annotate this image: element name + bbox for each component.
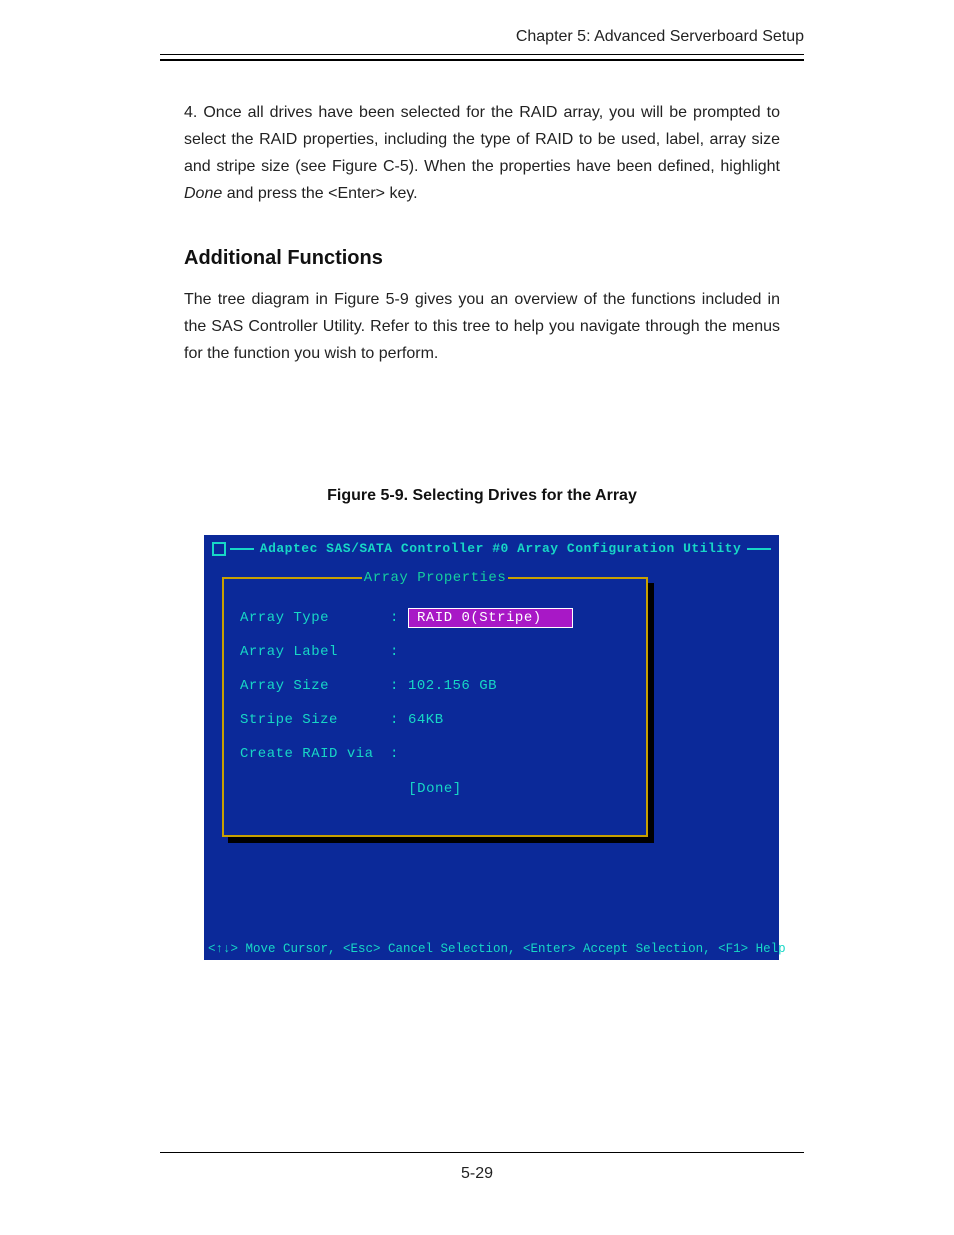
colon: : xyxy=(390,678,408,694)
bios-title-bar: Adaptec SAS/SATA Controller #0 Array Con… xyxy=(212,541,771,556)
label-array-label: Array Label xyxy=(240,644,390,660)
step-4-text-a: 4. Once all drives have been selected fo… xyxy=(184,104,780,175)
step-4-text-b: and press the <Enter> key. xyxy=(222,185,417,202)
bios-screen: Adaptec SAS/SATA Controller #0 Array Con… xyxy=(204,535,779,960)
label-create-raid-via: Create RAID via xyxy=(240,746,390,762)
panel-title: Array Properties xyxy=(362,570,508,586)
row-array-size[interactable]: Array Size : 102.156 GB xyxy=(240,669,630,703)
panel-body: Array Type : RAID 0(Stripe) Array Label … xyxy=(224,579,646,797)
colon: : xyxy=(390,644,408,660)
label-array-type: Array Type xyxy=(240,610,390,626)
section-heading: Additional Functions xyxy=(184,247,780,270)
page-number: 5-29 xyxy=(0,1165,954,1183)
row-create-raid-via[interactable]: Create RAID via : xyxy=(240,737,630,771)
figure-graphic: Adaptec SAS/SATA Controller #0 Array Con… xyxy=(204,535,770,960)
row-stripe-size[interactable]: Stripe Size : 64KB xyxy=(240,703,630,737)
bios-footer-help: <↑↓> Move Cursor, <Esc> Cancel Selection… xyxy=(208,942,775,956)
label-array-size: Array Size xyxy=(240,678,390,694)
section-paragraph: The tree diagram in Figure 5-9 gives you… xyxy=(184,286,780,367)
bios-title: Adaptec SAS/SATA Controller #0 Array Con… xyxy=(254,541,747,556)
title-rule-right xyxy=(747,548,771,550)
value-stripe-size[interactable]: 64KB xyxy=(408,712,444,728)
chapter-header: Chapter 5: Advanced Serverboard Setup xyxy=(160,28,804,54)
colon: : xyxy=(390,712,408,728)
value-array-type[interactable]: RAID 0(Stripe) xyxy=(408,608,573,628)
window-control-icon xyxy=(212,542,226,556)
step-4-paragraph: 4. Once all drives have been selected fo… xyxy=(184,99,780,207)
array-properties-panel: Array Properties Array Type : RAID 0(Str… xyxy=(222,577,648,837)
colon: : xyxy=(390,610,408,626)
row-array-type[interactable]: Array Type : RAID 0(Stripe) xyxy=(240,601,630,635)
step-4-done-word: Done xyxy=(184,185,222,202)
title-rule-left xyxy=(230,548,254,550)
done-button[interactable]: [Done] xyxy=(240,781,630,797)
header-rule xyxy=(160,54,804,61)
row-array-label[interactable]: Array Label : xyxy=(240,635,630,669)
footer-rule xyxy=(160,1152,804,1153)
panel-title-row: Array Properties xyxy=(224,570,646,586)
colon: : xyxy=(390,746,408,762)
figure-caption: Figure 5-9. Selecting Drives for the Arr… xyxy=(184,487,780,505)
label-stripe-size: Stripe Size xyxy=(240,712,390,728)
document-page: Chapter 5: Advanced Serverboard Setup 4.… xyxy=(0,0,954,1235)
value-array-size: 102.156 GB xyxy=(408,678,497,694)
body-content: 4. Once all drives have been selected fo… xyxy=(160,99,804,960)
